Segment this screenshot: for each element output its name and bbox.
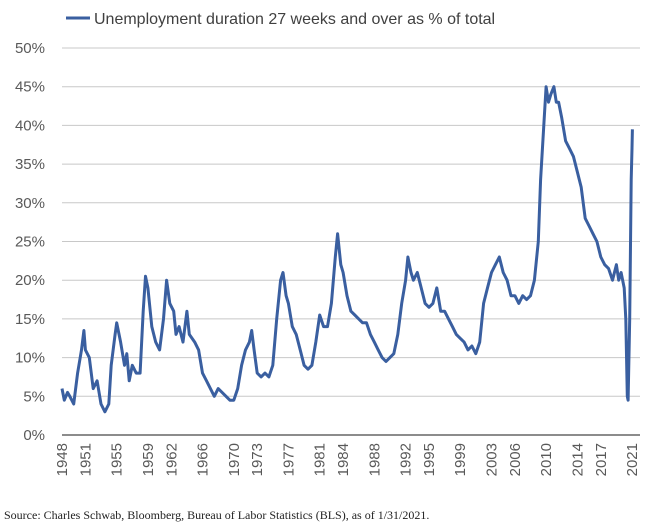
y-tick-label: 50% <box>15 40 45 57</box>
y-tick-label: 25% <box>15 234 45 251</box>
y-tick-label: 10% <box>15 350 45 367</box>
y-tick-label: 20% <box>15 272 45 289</box>
x-tick-label: 2014 <box>569 443 586 476</box>
x-tick-label: 1988 <box>366 443 383 476</box>
y-tick-label: 0% <box>23 427 45 444</box>
x-tick-label: 1995 <box>421 443 438 476</box>
y-tick-label: 5% <box>23 388 45 405</box>
x-tick-label: 1955 <box>109 443 126 476</box>
y-tick-label: 15% <box>15 311 45 328</box>
x-tick-label: 1962 <box>163 443 180 476</box>
x-tick-label: 1966 <box>195 443 212 476</box>
line-chart: 0% 5% 10% 15% 20% 25% 30% 35% 40% 45% 50% 1948 1951… <box>15 11 641 476</box>
x-tick-label: 2021 <box>624 443 641 476</box>
x-tick-label: 1977 <box>280 443 297 476</box>
x-tick-label: 2003 <box>483 443 500 476</box>
y-tick-label: 45% <box>15 79 45 96</box>
legend-label: Unemployment duration 27 weeks and over … <box>94 11 495 28</box>
y-tick-label: 30% <box>15 195 45 212</box>
x-tick-label: 2010 <box>538 443 555 476</box>
source-note: Source: Charles Schwab, Bloomberg, Burea… <box>4 508 430 522</box>
y-tick-label: 35% <box>15 156 45 173</box>
x-tick-label: 1959 <box>140 443 157 476</box>
x-tick-label: 1973 <box>249 443 266 476</box>
x-tick-label: 1951 <box>77 443 94 476</box>
x-tick-label: 2017 <box>593 443 610 476</box>
x-tick-label: 1970 <box>226 443 243 476</box>
series-line <box>60 85 634 414</box>
x-tick-label: 1992 <box>398 443 415 476</box>
x-tick-label: 1948 <box>54 443 71 476</box>
x-tick-label: 1981 <box>312 443 329 476</box>
x-tick-label: 1984 <box>335 443 352 476</box>
x-tick-label: 1999 <box>452 443 469 476</box>
x-tick-label: 2006 <box>507 443 524 476</box>
y-tick-label: 40% <box>15 117 45 134</box>
